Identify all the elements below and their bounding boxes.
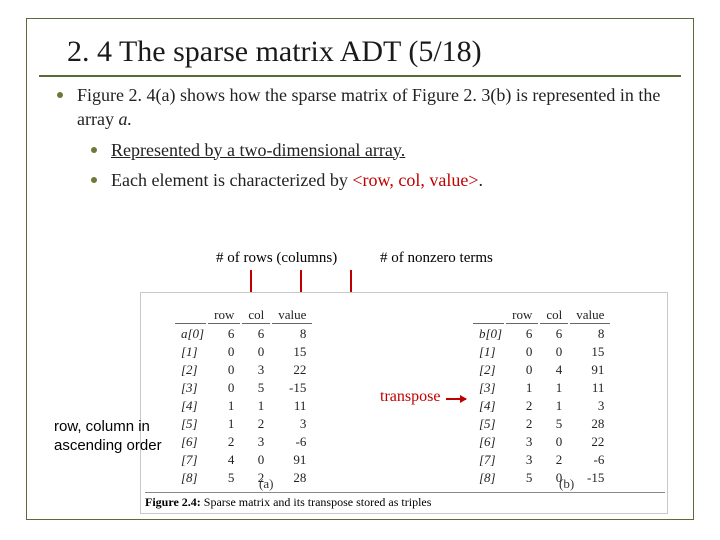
- table-row: [6]23-6: [175, 434, 312, 450]
- sub-caption-a: (a): [259, 476, 273, 492]
- title-rule: [39, 75, 681, 77]
- bullet-sub1: Represented by a two-dimensional array.: [91, 138, 663, 162]
- annotation-order-l1: row, column in: [54, 418, 150, 435]
- col-value: value: [272, 307, 312, 324]
- table-row: [7]32-6: [473, 452, 610, 468]
- figure-caption-bold: Figure 2.4:: [145, 495, 201, 509]
- table-row: b[0]668: [473, 326, 610, 342]
- bullet-dot-icon: [57, 92, 63, 98]
- table-row: [7]4091: [175, 452, 312, 468]
- bullet-sub1-text: Represented by a two-dimensional array.: [111, 138, 405, 162]
- table-row: [3]05-15: [175, 380, 312, 396]
- bullet-dot-icon: [91, 147, 97, 153]
- content-area: Figure 2. 4(a) shows how the sparse matr…: [27, 81, 693, 192]
- annotation-order: row, column in ascending order: [54, 418, 162, 456]
- sub-caption-b: (b): [559, 476, 574, 492]
- table-row: [2]0322: [175, 362, 312, 378]
- bullet-sub2: Each element is characterized by <row, c…: [91, 168, 663, 192]
- bullet-main-text: Figure 2. 4(a) shows how the sparse matr…: [77, 83, 663, 132]
- table-row: [6]3022: [473, 434, 610, 450]
- bullet-main-a: Figure 2. 4(a) shows how the sparse matr…: [77, 85, 660, 129]
- col-col: col: [242, 307, 270, 324]
- table-row: [4]1111: [175, 398, 312, 414]
- table-row: [1]0015: [175, 344, 312, 360]
- table-row: [5]2528: [473, 416, 610, 432]
- bullet-sub2-text: Each element is characterized by <row, c…: [111, 168, 483, 192]
- arrow-right-icon: [446, 398, 466, 400]
- col-row: row: [208, 307, 240, 324]
- bullet-main-italic: a.: [118, 109, 132, 129]
- table-row: [3]1111: [473, 380, 610, 396]
- table-a: row col value a[0]668 [1]0015 [2]0322 [3…: [173, 305, 314, 488]
- bullet-sub2-a: Each element is characterized by: [111, 170, 352, 190]
- slide-title: 2. 4 The sparse matrix ADT (5/18): [27, 19, 693, 75]
- figure-caption: Figure 2.4: Sparse matrix and its transp…: [145, 492, 665, 510]
- table-b: row col value b[0]668 [1]0015 [2]0491 [3…: [471, 305, 612, 488]
- table-row: [1]0015: [473, 344, 610, 360]
- bullet-sub2-red: <row, col, value>: [352, 170, 478, 190]
- annotation-order-l2: ascending order: [54, 437, 162, 454]
- table-row: [8]5228: [175, 470, 312, 486]
- bullet-dot-icon: [91, 177, 97, 183]
- bullet-main: Figure 2. 4(a) shows how the sparse matr…: [57, 83, 663, 132]
- table-row: [2]0491: [473, 362, 610, 378]
- table-row: a[0]668: [175, 326, 312, 342]
- col-row: row: [506, 307, 538, 324]
- annotation-transpose: transpose: [380, 388, 440, 406]
- table-row: [5]123: [175, 416, 312, 432]
- annotation-rows-cols: # of rows (columns): [216, 250, 337, 267]
- table-row: [4]213: [473, 398, 610, 414]
- table-header: row col value: [175, 307, 312, 324]
- bullet-sub2-b: .: [478, 170, 483, 190]
- annotation-nonzero: # of nonzero terms: [380, 250, 493, 267]
- table-row: [8]50-15: [473, 470, 610, 486]
- figure-caption-rest: Sparse matrix and its transpose stored a…: [201, 495, 432, 509]
- col-value: value: [570, 307, 610, 324]
- col-col: col: [540, 307, 568, 324]
- table-header: row col value: [473, 307, 610, 324]
